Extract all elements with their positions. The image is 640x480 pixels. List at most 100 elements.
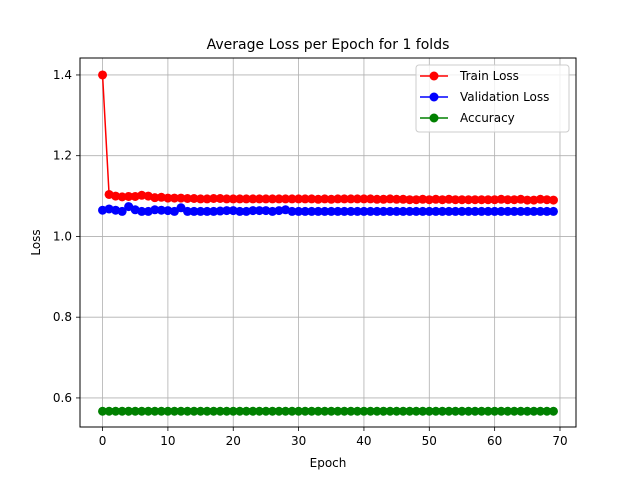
data-point-train-loss	[248, 194, 258, 204]
data-point-accuracy	[509, 406, 519, 416]
data-point-accuracy	[267, 406, 277, 416]
data-point-validation-loss	[202, 206, 212, 216]
data-point-accuracy	[379, 406, 389, 416]
data-point-accuracy	[535, 406, 545, 416]
data-point-train-loss	[535, 194, 545, 204]
data-point-validation-loss	[392, 206, 402, 216]
x-axis-ticks: 0 10 20 30 40 50 60 70	[99, 427, 568, 448]
data-point-accuracy	[124, 406, 134, 416]
data-point-validation-loss	[385, 206, 395, 216]
data-point-train-loss	[111, 191, 121, 201]
series-accuracy	[98, 406, 558, 416]
data-point-accuracy	[542, 406, 552, 416]
data-point-validation-loss	[424, 206, 434, 216]
data-point-validation-loss	[457, 206, 467, 216]
data-point-train-loss	[156, 192, 166, 202]
data-point-train-loss	[182, 193, 192, 203]
data-point-accuracy	[307, 406, 317, 416]
data-point-validation-loss	[294, 206, 304, 216]
data-point-accuracy	[457, 406, 467, 416]
x-tick-label: 60	[487, 434, 502, 448]
data-point-validation-loss	[326, 206, 336, 216]
data-point-train-loss	[516, 194, 526, 204]
data-point-train-loss	[431, 194, 441, 204]
data-point-train-loss	[294, 194, 304, 204]
data-point-train-loss	[392, 194, 402, 204]
data-point-accuracy	[516, 406, 526, 416]
data-point-train-loss	[254, 194, 264, 204]
x-tick-label: 20	[226, 434, 241, 448]
legend-label-validation-loss: Validation Loss	[460, 90, 549, 104]
data-point-accuracy	[418, 406, 428, 416]
y-tick-label: 0.8	[53, 310, 72, 324]
data-point-accuracy	[241, 406, 251, 416]
data-point-train-loss	[496, 194, 506, 204]
legend-entry-validation-loss: Validation Loss	[420, 90, 549, 104]
data-point-accuracy	[287, 406, 297, 416]
data-point-validation-loss	[516, 206, 526, 216]
data-point-train-loss	[176, 193, 186, 203]
x-axis-title: Epoch	[310, 456, 347, 470]
data-point-train-loss	[457, 195, 467, 205]
data-point-validation-loss	[437, 206, 447, 216]
data-point-train-loss	[163, 193, 173, 203]
data-point-train-loss	[261, 194, 271, 204]
data-point-validation-loss	[156, 205, 166, 215]
data-point-train-loss	[320, 194, 330, 204]
data-point-train-loss	[365, 194, 375, 204]
data-point-train-loss	[300, 194, 310, 204]
legend-label-train-loss: Train Loss	[459, 69, 519, 83]
data-point-train-loss	[405, 195, 415, 205]
data-point-accuracy	[411, 406, 421, 416]
data-point-accuracy	[196, 406, 206, 416]
plot-area-frame	[79, 57, 577, 428]
x-tick-label: 0	[99, 434, 107, 448]
series-layer	[98, 70, 558, 416]
data-point-accuracy	[365, 406, 375, 416]
data-point-validation-loss	[509, 206, 519, 216]
data-point-train-loss	[313, 194, 323, 204]
data-point-validation-loss	[352, 206, 362, 216]
data-point-train-loss	[274, 194, 284, 204]
data-point-train-loss	[117, 192, 127, 202]
data-point-validation-loss	[320, 206, 330, 216]
data-point-validation-loss	[163, 206, 173, 216]
legend-entry-train-loss: Train Loss	[420, 69, 519, 83]
data-point-accuracy	[189, 406, 199, 416]
data-point-validation-loss	[483, 206, 493, 216]
data-point-validation-loss	[287, 206, 297, 216]
data-point-validation-loss	[477, 206, 487, 216]
data-point-train-loss	[98, 70, 108, 80]
data-point-accuracy	[294, 406, 304, 416]
data-point-validation-loss	[450, 206, 460, 216]
data-point-train-loss	[352, 194, 362, 204]
data-point-validation-loss	[372, 206, 382, 216]
data-point-accuracy	[111, 406, 121, 416]
data-point-validation-loss	[431, 206, 441, 216]
data-point-accuracy	[398, 406, 408, 416]
y-axis-ticks: 0.6 0.8 1.0 1.2 1.4	[53, 68, 80, 405]
x-tick-label: 70	[552, 434, 567, 448]
x-tick-label: 10	[160, 434, 175, 448]
data-point-validation-loss	[529, 206, 539, 216]
data-point-train-loss	[339, 194, 349, 204]
data-point-validation-loss	[405, 206, 415, 216]
data-point-accuracy	[320, 406, 330, 416]
data-point-validation-loss	[169, 206, 179, 216]
data-point-train-loss	[444, 194, 454, 204]
data-point-accuracy	[477, 406, 487, 416]
data-point-validation-loss	[222, 206, 232, 216]
data-point-validation-loss	[254, 206, 264, 216]
y-tick-label: 1.4	[53, 68, 72, 82]
data-point-validation-loss	[379, 206, 389, 216]
data-point-validation-loss	[444, 206, 454, 216]
data-point-validation-loss	[267, 206, 277, 216]
data-point-accuracy	[281, 406, 291, 416]
y-tick-label: 0.6	[53, 391, 72, 405]
data-point-validation-loss	[307, 206, 317, 216]
data-point-accuracy	[130, 406, 140, 416]
data-point-accuracy	[117, 406, 127, 416]
data-point-validation-loss	[137, 206, 147, 216]
x-tick-label: 30	[291, 434, 306, 448]
data-point-validation-loss	[503, 206, 513, 216]
